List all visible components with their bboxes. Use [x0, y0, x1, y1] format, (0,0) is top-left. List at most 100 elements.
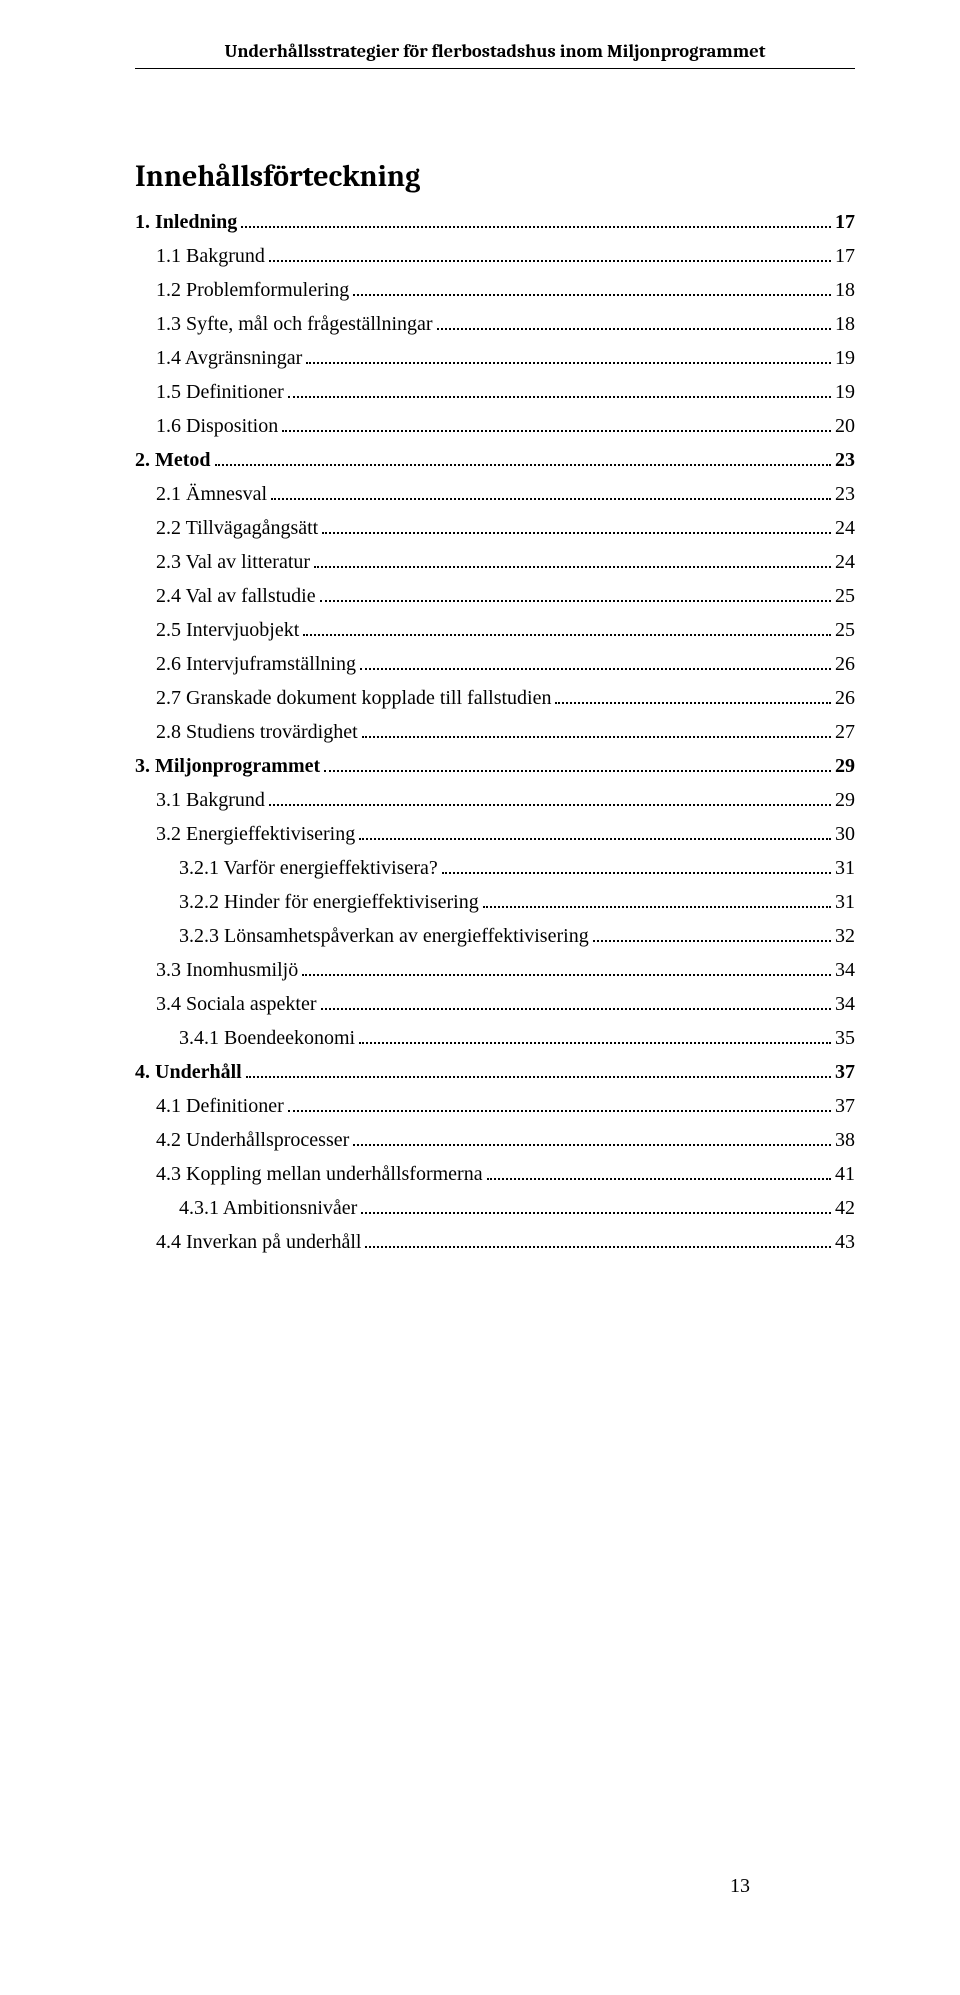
- toc-row: 4.3 Koppling mellan underhållsformerna 4…: [135, 1164, 855, 1184]
- toc-row: 1.5 Definitioner 19: [135, 382, 855, 402]
- toc-leader: [321, 994, 832, 1010]
- toc-entry-page: 20: [835, 416, 855, 436]
- toc-entry-label: 4.1 Definitioner: [156, 1096, 284, 1116]
- toc-entry-label: 2.7 Granskade dokument kopplade till fal…: [156, 688, 551, 708]
- toc-leader: [282, 416, 831, 432]
- toc-entry-label: 3.2 Energieffektivisering: [156, 824, 355, 844]
- toc-entry-page: 38: [835, 1130, 855, 1150]
- toc-leader: [320, 586, 831, 602]
- toc-entry-label: 3.4 Sociala aspekter: [156, 994, 317, 1014]
- toc-entry-page: 43: [835, 1232, 855, 1252]
- toc-entry-label: 1.6 Disposition: [156, 416, 278, 436]
- toc-row: 4. Underhåll 37: [135, 1062, 855, 1082]
- toc-leader: [593, 926, 831, 942]
- toc-row: 2.3 Val av litteratur 24: [135, 552, 855, 572]
- toc-entry-page: 37: [835, 1062, 855, 1082]
- toc-entry-label: 3.2.3 Lönsamhetspåverkan av energieffekt…: [179, 926, 589, 946]
- toc-entry-page: 41: [835, 1164, 855, 1184]
- toc-entry-label: 4. Underhåll: [135, 1062, 242, 1082]
- toc-row: 1.1 Bakgrund 17: [135, 246, 855, 266]
- toc-entry-page: 42: [835, 1198, 855, 1218]
- toc-entry-page: 24: [835, 552, 855, 572]
- toc-entry-label: 2.1 Ämnesval: [156, 484, 267, 504]
- toc-entry-page: 37: [835, 1096, 855, 1116]
- toc-entry-page: 19: [835, 348, 855, 368]
- toc-entry-page: 26: [835, 654, 855, 674]
- toc-row: 2.4 Val av fallstudie 25: [135, 586, 855, 606]
- toc-leader: [246, 1062, 831, 1078]
- toc-leader: [353, 280, 831, 296]
- toc-entry-page: 29: [835, 756, 855, 776]
- toc-entry-label: 2. Metod: [135, 450, 211, 470]
- toc-leader: [306, 348, 831, 364]
- toc-leader: [360, 654, 831, 670]
- toc-leader: [215, 450, 831, 466]
- toc-entry-label: 2.5 Intervjuobjekt: [156, 620, 299, 640]
- toc-entry-label: 1.1 Bakgrund: [156, 246, 265, 266]
- toc-entry-page: 29: [835, 790, 855, 810]
- toc-entry-page: 34: [835, 994, 855, 1014]
- toc-entry-label: 2.2 Tillvägagångsätt: [156, 518, 318, 538]
- toc-leader: [303, 620, 831, 636]
- toc-row: 2.2 Tillvägagångsätt 24: [135, 518, 855, 538]
- toc-entry-label: 3.1 Bakgrund: [156, 790, 265, 810]
- toc-leader: [361, 1198, 831, 1214]
- toc-leader: [362, 722, 831, 738]
- toc-entry-label: 1.5 Definitioner: [156, 382, 284, 402]
- toc-entry-label: 1.2 Problemformulering: [156, 280, 349, 300]
- toc-leader: [353, 1130, 831, 1146]
- toc-leader: [269, 246, 831, 262]
- toc-entry-page: 31: [835, 892, 855, 912]
- toc-entry-page: 25: [835, 620, 855, 640]
- toc-entry-page: 25: [835, 586, 855, 606]
- toc-leader: [483, 892, 831, 908]
- toc-leader: [314, 552, 831, 568]
- toc-entry-label: 3.2.1 Varför energieffektivisera?: [179, 858, 438, 878]
- toc-entry-label: 4.2 Underhållsprocesser: [156, 1130, 349, 1150]
- toc-entry-page: 17: [835, 212, 855, 232]
- toc-row: 2. Metod 23: [135, 450, 855, 470]
- toc-row: 3.2.3 Lönsamhetspåverkan av energieffekt…: [135, 926, 855, 946]
- toc-row: 4.2 Underhållsprocesser 38: [135, 1130, 855, 1150]
- toc-row: 4.1 Definitioner 37: [135, 1096, 855, 1116]
- running-header-text: Underhållsstrategier för flerbostadshus …: [224, 40, 765, 62]
- toc-row: 2.8 Studiens trovärdighet 27: [135, 722, 855, 742]
- toc-entry-label: 4.3 Koppling mellan underhållsformerna: [156, 1164, 483, 1184]
- toc-entry-page: 18: [835, 280, 855, 300]
- toc-leader: [271, 484, 831, 500]
- toc-leader: [359, 1028, 831, 1044]
- toc-entry-page: 30: [835, 824, 855, 844]
- toc-entry-page: 24: [835, 518, 855, 538]
- toc-row: 3.3 Inomhusmiljö 34: [135, 960, 855, 980]
- toc-entry-label: 3.4.1 Boendeekonomi: [179, 1028, 355, 1048]
- toc-entry-label: 4.3.1 Ambitionsnivåer: [179, 1198, 357, 1218]
- toc-leader: [487, 1164, 831, 1180]
- toc-leader: [288, 1096, 831, 1112]
- toc-leader: [442, 858, 831, 874]
- toc-leader: [555, 688, 831, 704]
- toc-entry-label: 3.2.2 Hinder för energieffektivisering: [179, 892, 479, 912]
- toc-entry-page: 31: [835, 858, 855, 878]
- running-header: Underhållsstrategier för flerbostadshus …: [135, 40, 855, 69]
- toc-entry-label: 2.3 Val av litteratur: [156, 552, 310, 572]
- toc-row: 3.2.2 Hinder för energieffektivisering 3…: [135, 892, 855, 912]
- toc-entry-page: 32: [835, 926, 855, 946]
- toc-row: 3. Miljonprogrammet 29: [135, 756, 855, 776]
- toc-row: 4.4 Inverkan på underhåll 43: [135, 1232, 855, 1252]
- toc-entry-label: 2.8 Studiens trovärdighet: [156, 722, 358, 742]
- toc-row: 3.2 Energieffektivisering 30: [135, 824, 855, 844]
- toc-row: 1.3 Syfte, mål och frågeställningar 18: [135, 314, 855, 334]
- toc-entry-page: 23: [835, 450, 855, 470]
- toc-entry-label: 2.6 Intervjuframställning: [156, 654, 356, 674]
- toc-entry-label: 3.3 Inomhusmiljö: [156, 960, 298, 980]
- toc-row: 2.7 Granskade dokument kopplade till fal…: [135, 688, 855, 708]
- toc-leader: [437, 314, 831, 330]
- toc-row: 3.4 Sociala aspekter 34: [135, 994, 855, 1014]
- toc-row: 3.2.1 Varför energieffektivisera? 31: [135, 858, 855, 878]
- toc-title: Innehållsförteckning: [135, 159, 855, 194]
- toc-leader: [241, 212, 831, 228]
- toc-row: 2.1 Ämnesval 23: [135, 484, 855, 504]
- toc-row: 2.6 Intervjuframställning 26: [135, 654, 855, 674]
- toc-entry-page: 17: [835, 246, 855, 266]
- toc-leader: [269, 790, 831, 806]
